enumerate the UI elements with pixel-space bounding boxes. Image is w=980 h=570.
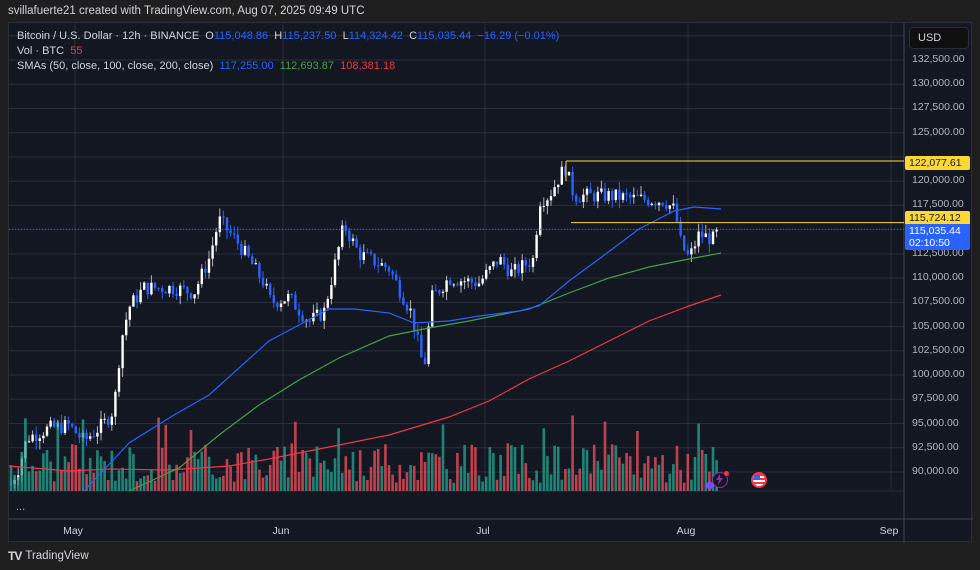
- chart-panel[interactable]: Bitcoin / U.S. Dollar · 12h · BINANCE O1…: [8, 22, 973, 543]
- tradingview-logo-icon: TV: [8, 549, 22, 563]
- price-tick: 120,000.00: [912, 174, 965, 187]
- tradingview-brand: TradingView: [25, 550, 89, 562]
- volume-value: 55: [70, 45, 83, 57]
- tradingview-logo[interactable]: TV TradingView: [8, 549, 89, 563]
- flag-canton: [754, 475, 760, 480]
- volume-label: Vol · BTC: [17, 45, 65, 57]
- symbol-title: Bitcoin / U.S. Dollar · 12h · BINANCE: [17, 30, 200, 42]
- price-tick: 100,000.00: [912, 368, 965, 381]
- price-tick: 110,000.00: [912, 271, 964, 284]
- lightning-icon: [716, 474, 723, 485]
- sma-label: SMAs (50, close, 100, close, 200, close): [17, 60, 214, 72]
- price-tick: 102,500.00: [912, 343, 965, 356]
- symbol-ohlc-row[interactable]: Bitcoin / U.S. Dollar · 12h · BINANCE O1…: [17, 30, 560, 42]
- price-chart-canvas[interactable]: [9, 23, 973, 543]
- time-tick-may: May: [63, 525, 83, 537]
- more-indicators-button[interactable]: ...: [16, 501, 26, 513]
- price-tick: 90,000.00: [912, 465, 959, 477]
- volume-row[interactable]: Vol · BTC 55: [17, 44, 559, 59]
- resistance-price-label: 122,077.61: [905, 156, 970, 170]
- time-tick-jun: Jun: [272, 525, 290, 537]
- support-price-label: 115,724.12: [905, 211, 970, 225]
- open-value: 115,048.86: [213, 30, 269, 42]
- price-tick: 132,500.00: [912, 53, 965, 65]
- low-value: 114,324.42: [348, 30, 403, 42]
- price-tick: 92,500.00: [912, 440, 959, 453]
- sma200-value: 108,381.18: [340, 60, 396, 72]
- price-tick: 105,000.00: [912, 319, 965, 332]
- time-tick-sep: Sep: [879, 525, 899, 537]
- bar-countdown: 02:10:50: [909, 237, 950, 249]
- close-value: 115,035.44: [417, 30, 472, 42]
- price-tick: 97,500.00: [912, 392, 959, 405]
- sma50-value: 117,255.00: [219, 60, 274, 72]
- price-tick: 107,500.00: [912, 295, 965, 308]
- time-tick-jul: Jul: [476, 525, 490, 537]
- price-tick: 127,500.00: [912, 101, 965, 114]
- us-economic-event-flag-icon[interactable]: [751, 472, 767, 488]
- earnings-event-icon[interactable]: [712, 472, 728, 488]
- chart-legend: Bitcoin / U.S. Dollar · 12h · BINANCE O1…: [17, 29, 559, 74]
- sma100-value: 112,693.87: [279, 60, 335, 72]
- price-tick: 117,500.00: [912, 198, 964, 211]
- current-price-value: 115,035.44: [909, 225, 961, 237]
- price-tick: 130,000.00: [912, 77, 965, 90]
- currency-button[interactable]: USD: [909, 27, 969, 49]
- chart-credit: svillafuerte21 created with TradingView.…: [8, 5, 365, 17]
- current-price-label: 115,035.44 02:10:50: [905, 224, 970, 250]
- time-tick-aug: Aug: [676, 525, 696, 537]
- event-alert-dot-icon: [724, 471, 729, 476]
- high-value: 115,237.50: [282, 30, 337, 42]
- change-value: −16.29 (−0.01%): [477, 30, 560, 42]
- sma-row[interactable]: SMAs (50, close, 100, close, 200, close)…: [17, 59, 559, 74]
- price-tick: 125,000.00: [912, 125, 965, 138]
- price-tick: 95,000.00: [912, 416, 959, 429]
